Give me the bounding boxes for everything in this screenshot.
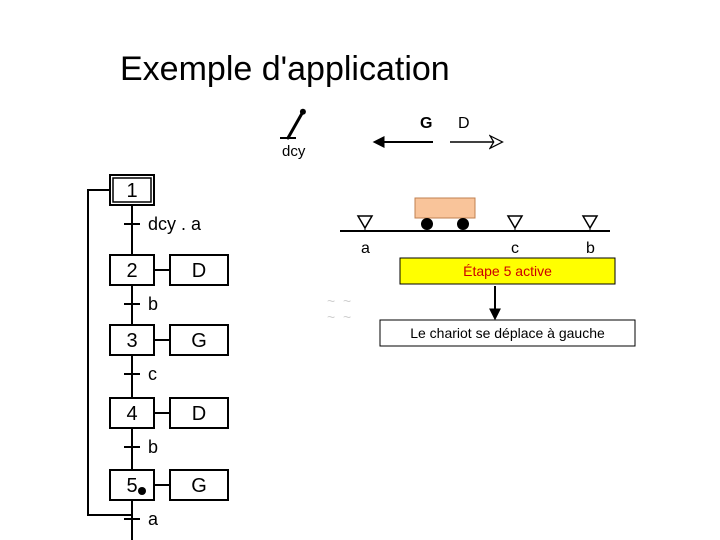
grafcet-action-label: D [192,403,206,425]
grafcet-step-number: 1 [126,180,137,202]
rail-sensor-label: a [361,240,370,257]
cart-body [415,198,475,218]
grafcet-action-label: D [192,260,206,282]
grafcet-action-label: G [191,475,207,497]
grafcet-transition-label: dcy . a [148,214,202,234]
grafcet-transition-label: a [148,509,159,529]
status-box-active-step-label: Étape 5 active [463,263,552,279]
grafcet-step-number: 5 [126,475,137,497]
dcy-label: dcy [282,143,306,160]
grafcet-step-number: 2 [126,260,137,282]
rail-sensor-label: c [511,240,519,257]
decor-tilde: ~ [343,293,351,309]
cart-wheel [457,218,469,230]
decor-tilde: ~ [327,309,335,325]
grafcet-step-active-dot [138,487,146,495]
grafcet-action-label: G [191,330,207,352]
direction-left-label: G [420,115,432,132]
caption-box-label: Le chariot se déplace à gauche [410,325,605,341]
grafcet-transition-label: c [148,364,157,384]
rail-scene: dcy G Da c b [280,109,610,257]
rail-sensor-icon [358,216,372,228]
grafcet-step-number: 3 [126,330,137,352]
decor-tilde: ~ [327,293,335,309]
grafcet-transition-label: b [148,294,158,314]
grafcet-transition-label: b [148,437,158,457]
rail-sensor-icon [583,216,597,228]
rail-sensor-icon [508,216,522,228]
slide-title: Exemple d'application [120,50,450,88]
rail-sensor-label: b [586,240,595,257]
cart-wheel [421,218,433,230]
direction-right-label: D [458,115,470,132]
decor-tilde: ~ [343,309,351,325]
grafcet-diagram: 1dcy . a2Db3Gc4Db5Ga [88,175,228,540]
grafcet-step-number: 4 [126,403,137,425]
